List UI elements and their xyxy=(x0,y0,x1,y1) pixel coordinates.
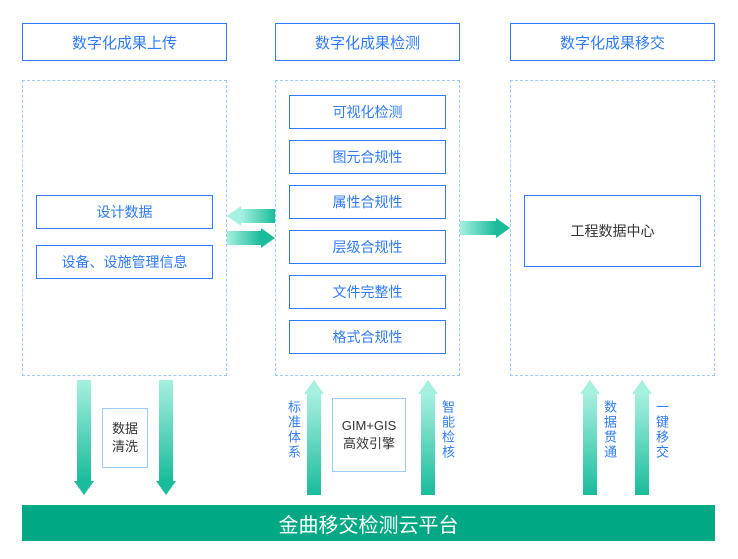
col2-item: 文件完整性 xyxy=(289,275,446,309)
col1-item-label: 设计数据 xyxy=(97,202,153,222)
column-header-label: 数字化成果移交 xyxy=(560,32,665,53)
col2-item: 可视化检测 xyxy=(289,95,446,129)
col1-item: 设计数据 xyxy=(36,195,213,229)
col1-item: 设备、设施管理信息 xyxy=(36,245,213,279)
col2-item: 属性合规性 xyxy=(289,185,446,219)
h-arrow-2 xyxy=(460,218,510,238)
v-label-2: 数据贯通 xyxy=(600,400,619,460)
col3-item: 工程数据中心 xyxy=(524,195,701,267)
bottom-box-label: GIM+GIS 高效引擎 xyxy=(342,417,397,453)
col2-item-label: 层级合规性 xyxy=(333,237,403,257)
col3-item-label: 工程数据中心 xyxy=(571,221,655,241)
col1-item-label: 设备、设施管理信息 xyxy=(62,252,188,272)
v-label-0: 标准体系 xyxy=(284,400,303,460)
bottom-box-label: 数据 清洗 xyxy=(112,420,138,456)
column-header-0: 数字化成果上传 xyxy=(22,23,227,61)
footer-label: 金曲移交检测云平台 xyxy=(279,509,459,538)
v-arrow-0 xyxy=(74,380,94,495)
col2-item: 格式合规性 xyxy=(289,320,446,354)
col2-item: 层级合规性 xyxy=(289,230,446,264)
footer-bar: 金曲移交检测云平台 xyxy=(22,505,715,541)
column-header-label: 数字化成果上传 xyxy=(72,32,177,53)
h-arrow-1 xyxy=(227,228,275,248)
column-header-1: 数字化成果检测 xyxy=(275,23,460,61)
column-header-2: 数字化成果移交 xyxy=(510,23,715,61)
v-label-3: 一键移交 xyxy=(652,400,671,460)
v-arrow-4 xyxy=(580,380,600,495)
col2-item-label: 文件完整性 xyxy=(333,282,403,302)
col2-item-label: 图元合规性 xyxy=(333,147,403,167)
v-arrow-2 xyxy=(304,380,324,495)
col2-item: 图元合规性 xyxy=(289,140,446,174)
bottom-box-1: GIM+GIS 高效引擎 xyxy=(332,398,406,472)
bottom-box-0: 数据 清洗 xyxy=(102,408,148,468)
col2-item-label: 格式合规性 xyxy=(333,327,403,347)
v-label-1: 智能检核 xyxy=(438,400,457,460)
v-arrow-5 xyxy=(632,380,652,495)
v-arrow-1 xyxy=(156,380,176,495)
col2-item-label: 属性合规性 xyxy=(333,192,403,212)
col2-item-label: 可视化检测 xyxy=(333,102,403,122)
v-arrow-3 xyxy=(418,380,438,495)
h-arrow-0 xyxy=(227,206,275,226)
column-header-label: 数字化成果检测 xyxy=(315,32,420,53)
